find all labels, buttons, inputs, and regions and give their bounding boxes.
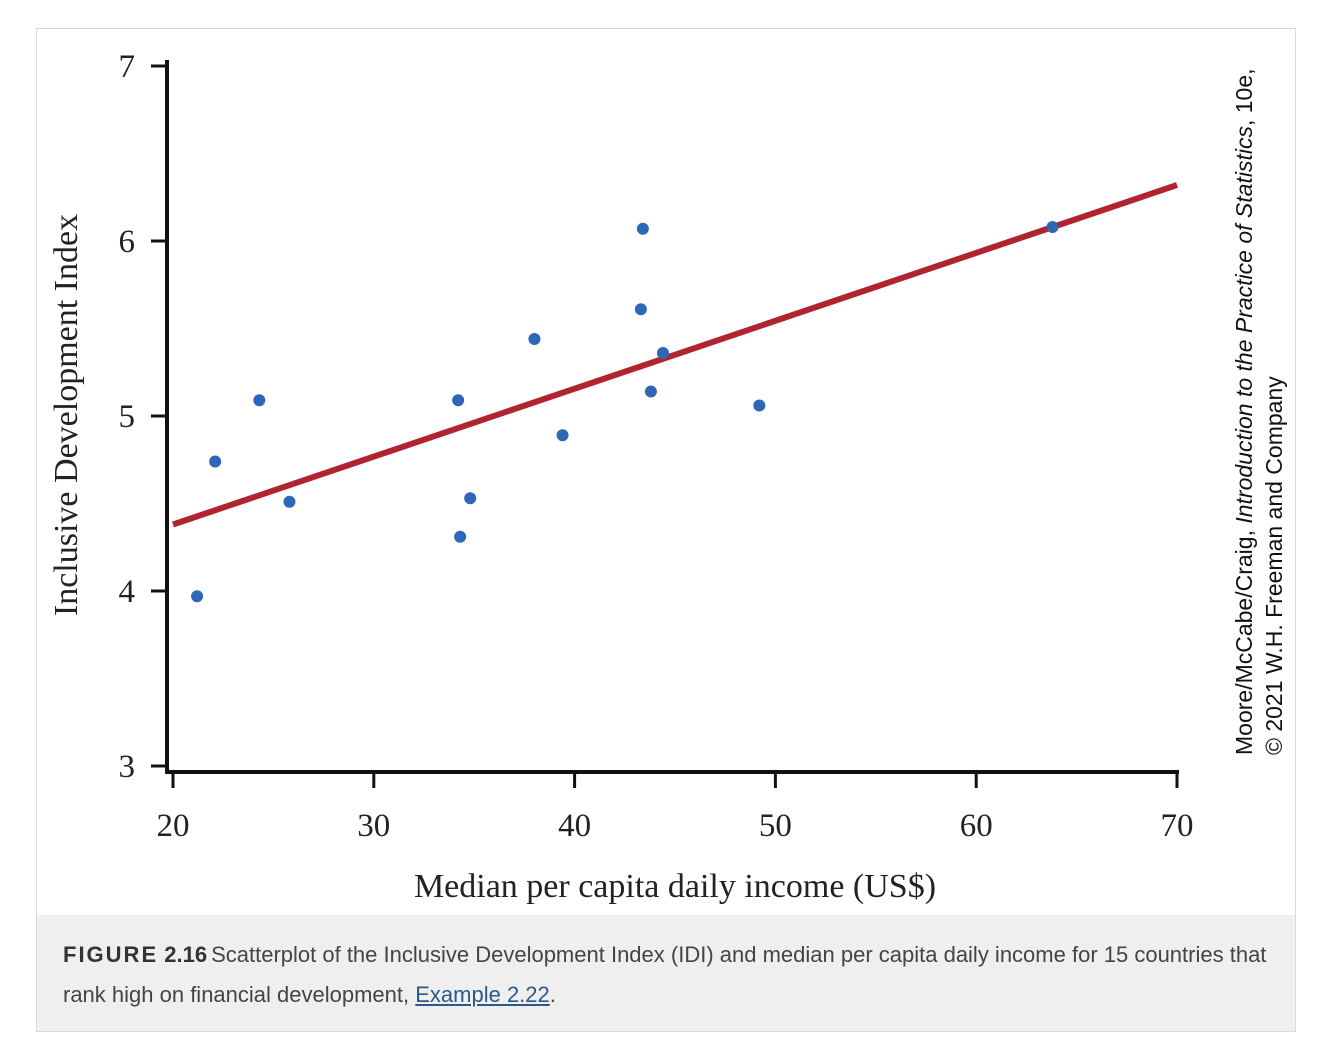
y-axis-title: Inclusive Development Index: [48, 214, 85, 616]
data-point: [464, 492, 477, 505]
y-tick-label: 6: [119, 224, 136, 260]
data-point: [283, 495, 296, 508]
data-point: [253, 394, 266, 407]
x-tick-label: 30: [357, 808, 390, 844]
x-tick-label: 70: [1161, 808, 1194, 844]
scatter-chart: 3 4 5 6 7 20 30 40 50 60 70 Median per capita dail…: [48, 49, 1287, 905]
data-point: [452, 394, 465, 407]
data-point: [656, 347, 669, 359]
caption-end: .: [549, 982, 556, 1007]
x-axis-title: Median per capita daily income (US$): [414, 868, 936, 905]
example-link[interactable]: Example 2.22: [415, 982, 550, 1007]
data-point: [636, 222, 649, 235]
data-point: [634, 303, 647, 316]
data-point: [644, 385, 657, 398]
caption-text: Scatterplot of the Inclusive Development…: [63, 942, 1267, 1007]
data-point: [1046, 221, 1059, 233]
data-point: [209, 455, 222, 468]
y-tick-label: 4: [119, 574, 136, 610]
credit-line-2: © 2021 W.H. Freeman and Company: [1261, 376, 1287, 755]
figure-label: FIGURE: [63, 942, 159, 967]
figure-caption: FIGURE 2.16 Scatterplot of the Inclusive …: [37, 915, 1295, 1031]
x-tick-label: 40: [558, 808, 591, 844]
data-point: [753, 399, 766, 412]
credit-text: Moore/McCabe/Craig, Introduction to the …: [1231, 69, 1287, 756]
regression-line: [172, 182, 1178, 528]
y-tick-label: 7: [119, 49, 136, 85]
data-point: [528, 333, 541, 345]
x-tick-label: 50: [759, 808, 792, 844]
x-tick-label: 20: [157, 808, 190, 844]
data-point: [191, 590, 204, 603]
y-tick-label: 3: [119, 749, 136, 785]
y-tick-label: 5: [119, 399, 136, 435]
figure-frame: [36, 28, 1296, 1032]
data-point: [454, 530, 467, 543]
x-tick-label: 60: [960, 808, 993, 844]
credit-line-1: Moore/McCabe/Craig, Introduction to the …: [1231, 69, 1257, 756]
figure-number: 2.16: [164, 942, 208, 967]
data-point: [556, 429, 569, 442]
